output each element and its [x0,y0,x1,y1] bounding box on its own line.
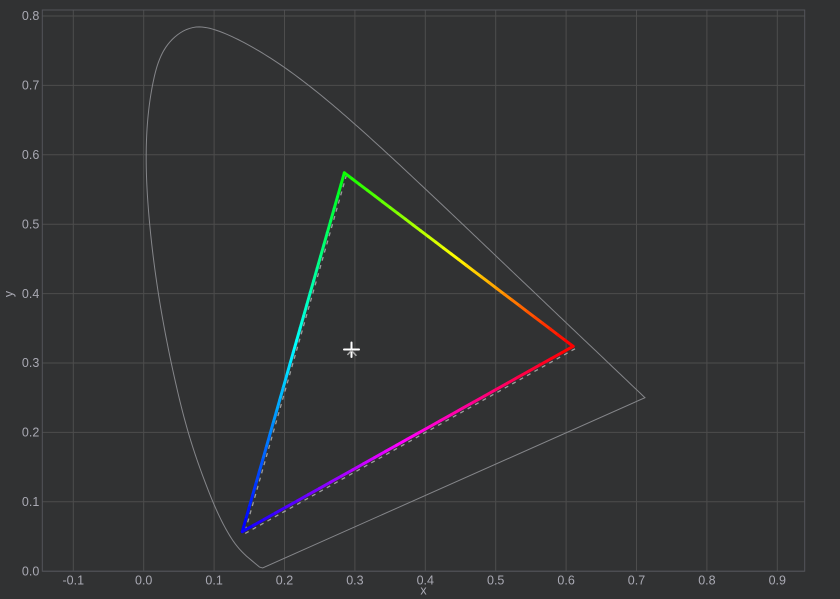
svg-text:0.7: 0.7 [628,574,645,588]
svg-text:0.9: 0.9 [769,574,786,588]
svg-text:0.2: 0.2 [22,426,39,440]
svg-text:0.2: 0.2 [276,574,293,588]
svg-text:x: x [420,584,427,598]
svg-text:0.5: 0.5 [22,217,39,231]
svg-text:0.0: 0.0 [135,574,152,588]
svg-text:0.8: 0.8 [22,9,39,23]
svg-text:0.7: 0.7 [22,79,39,93]
svg-text:0.3: 0.3 [346,574,363,588]
svg-text:0.6: 0.6 [557,574,574,588]
svg-text:y: y [2,290,16,297]
svg-text:0.4: 0.4 [22,287,39,301]
svg-text:-0.1: -0.1 [63,574,85,588]
svg-text:0.6: 0.6 [22,148,39,162]
svg-text:0.3: 0.3 [22,356,39,370]
svg-text:0.1: 0.1 [205,574,222,588]
svg-text:0.0: 0.0 [22,564,39,578]
svg-text:0.1: 0.1 [22,495,39,509]
svg-text:0.5: 0.5 [487,574,504,588]
svg-text:0.8: 0.8 [698,574,715,588]
